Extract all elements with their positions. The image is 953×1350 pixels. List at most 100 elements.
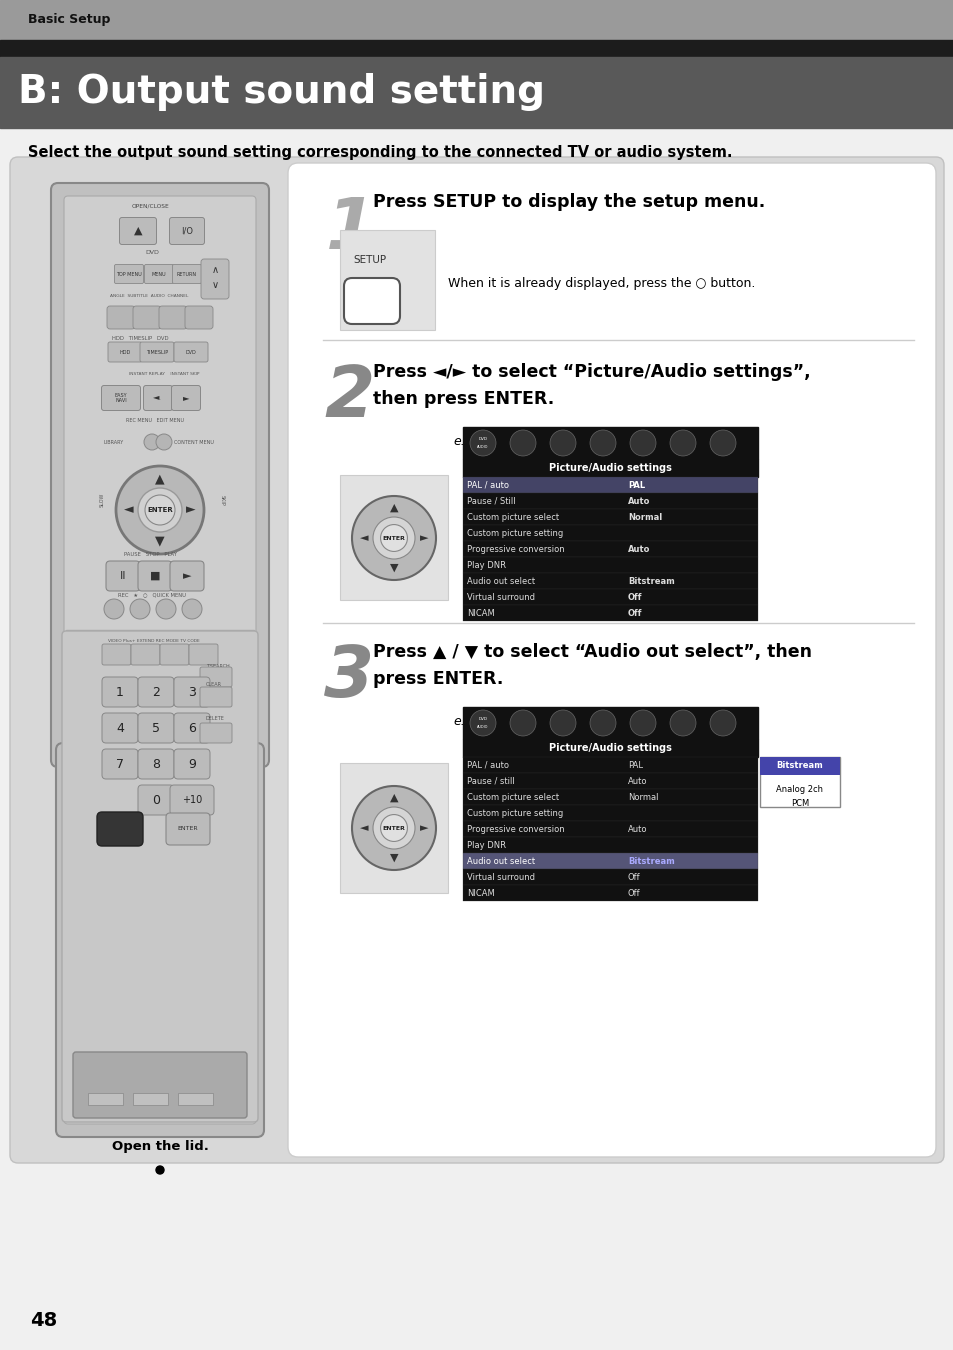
- Bar: [462, 477, 758, 493]
- FancyBboxPatch shape: [107, 306, 135, 329]
- Text: Select the output sound setting corresponding to the connected TV or audio syste: Select the output sound setting correspo…: [28, 144, 732, 159]
- Text: Picture/Audio settings: Picture/Audio settings: [549, 743, 671, 753]
- Circle shape: [669, 431, 696, 456]
- Bar: [0, 40, 953, 57]
- Text: B: Output sound setting: B: Output sound setting: [18, 73, 544, 111]
- Circle shape: [156, 1166, 164, 1174]
- FancyBboxPatch shape: [138, 713, 173, 743]
- Text: CONTENT MENU: CONTENT MENU: [173, 440, 213, 444]
- FancyBboxPatch shape: [288, 163, 935, 1157]
- Text: ►: ►: [419, 824, 428, 833]
- Text: e.g.: e.g.: [453, 435, 476, 448]
- Bar: [66, 630, 253, 633]
- Text: Off: Off: [627, 609, 641, 617]
- FancyBboxPatch shape: [140, 342, 173, 362]
- Text: Auto: Auto: [627, 776, 647, 786]
- Text: ▲: ▲: [133, 225, 142, 236]
- Text: AUDIO: AUDIO: [476, 725, 488, 729]
- Circle shape: [510, 710, 536, 736]
- Text: Play DNR: Play DNR: [467, 560, 505, 570]
- Bar: [462, 572, 758, 589]
- FancyBboxPatch shape: [159, 306, 187, 329]
- Text: 1: 1: [116, 686, 124, 698]
- FancyBboxPatch shape: [170, 784, 213, 815]
- Text: When it is already displayed, press the ○ button.: When it is already displayed, press the …: [448, 277, 755, 289]
- Text: PAL: PAL: [627, 760, 642, 770]
- Circle shape: [380, 525, 407, 551]
- Text: REC   ★   ○   QUICK MENU: REC ★ ○ QUICK MENU: [118, 593, 186, 598]
- Text: 8: 8: [152, 757, 160, 771]
- Text: Bitstream: Bitstream: [627, 856, 674, 865]
- Text: ►: ►: [419, 533, 428, 543]
- Text: ENTER: ENTER: [147, 508, 172, 513]
- Text: EASY
NAVI: EASY NAVI: [114, 393, 127, 404]
- Bar: [462, 837, 758, 853]
- Text: Press ▲ / ▼ to select “Audio out select”, then: Press ▲ / ▼ to select “Audio out select”…: [373, 643, 811, 662]
- FancyBboxPatch shape: [173, 676, 210, 707]
- FancyBboxPatch shape: [172, 265, 201, 284]
- Circle shape: [709, 710, 735, 736]
- Bar: [462, 886, 758, 900]
- FancyBboxPatch shape: [201, 259, 229, 298]
- Text: ENTER: ENTER: [177, 826, 198, 832]
- Text: ▼: ▼: [155, 535, 165, 548]
- Bar: [462, 605, 758, 621]
- FancyBboxPatch shape: [108, 342, 142, 362]
- FancyBboxPatch shape: [200, 724, 232, 742]
- Circle shape: [709, 431, 735, 456]
- Bar: [462, 459, 758, 477]
- FancyBboxPatch shape: [102, 749, 138, 779]
- Circle shape: [550, 431, 576, 456]
- FancyBboxPatch shape: [173, 713, 210, 743]
- Text: 2: 2: [152, 686, 160, 698]
- Circle shape: [138, 487, 182, 532]
- Text: ENTER: ENTER: [382, 825, 405, 830]
- Text: SKIP: SKIP: [219, 494, 224, 505]
- Text: Auto: Auto: [627, 544, 650, 554]
- Text: DVD: DVD: [478, 717, 487, 721]
- Text: Custom picture setting: Custom picture setting: [467, 528, 562, 537]
- Bar: [178, 1094, 213, 1106]
- Bar: [462, 738, 758, 757]
- Bar: [760, 757, 840, 807]
- Circle shape: [352, 495, 436, 580]
- Text: AUDIO: AUDIO: [476, 446, 488, 450]
- Text: Normal: Normal: [627, 513, 661, 521]
- Text: ►: ►: [186, 504, 195, 517]
- FancyBboxPatch shape: [101, 386, 140, 410]
- Text: +10: +10: [182, 795, 202, 805]
- Text: RETURN: RETURN: [176, 271, 197, 277]
- Text: Custom picture setting: Custom picture setting: [467, 809, 562, 818]
- FancyBboxPatch shape: [173, 749, 210, 779]
- Text: SETUP: SETUP: [353, 255, 386, 265]
- FancyBboxPatch shape: [102, 644, 131, 666]
- Bar: [462, 541, 758, 558]
- Text: 0: 0: [152, 794, 160, 806]
- Circle shape: [116, 466, 204, 554]
- Circle shape: [510, 431, 536, 456]
- Text: ►: ►: [183, 571, 191, 580]
- Text: DVD: DVD: [145, 250, 159, 255]
- Text: Off: Off: [627, 872, 640, 882]
- Text: Virtual surround: Virtual surround: [467, 593, 535, 602]
- Text: Play DNR: Play DNR: [467, 841, 505, 849]
- Text: TIMESLIP: TIMESLIP: [146, 350, 168, 355]
- Text: REC MENU   EDIT MENU: REC MENU EDIT MENU: [126, 417, 184, 423]
- Circle shape: [130, 599, 150, 620]
- Bar: [0, 57, 953, 128]
- Circle shape: [629, 431, 656, 456]
- Bar: [462, 509, 758, 525]
- Text: ▲: ▲: [155, 472, 165, 486]
- Circle shape: [470, 710, 496, 736]
- Bar: [339, 763, 448, 892]
- Text: PAL / auto: PAL / auto: [467, 760, 509, 770]
- Text: Auto: Auto: [627, 497, 650, 505]
- FancyBboxPatch shape: [119, 217, 156, 244]
- FancyBboxPatch shape: [172, 386, 200, 410]
- Text: PAL / auto: PAL / auto: [467, 481, 509, 490]
- Text: 2: 2: [324, 363, 374, 432]
- Bar: [462, 757, 758, 774]
- Text: ◄.: ◄.: [153, 393, 162, 402]
- Text: LIBRARY: LIBRARY: [104, 440, 124, 444]
- Text: 5: 5: [152, 721, 160, 734]
